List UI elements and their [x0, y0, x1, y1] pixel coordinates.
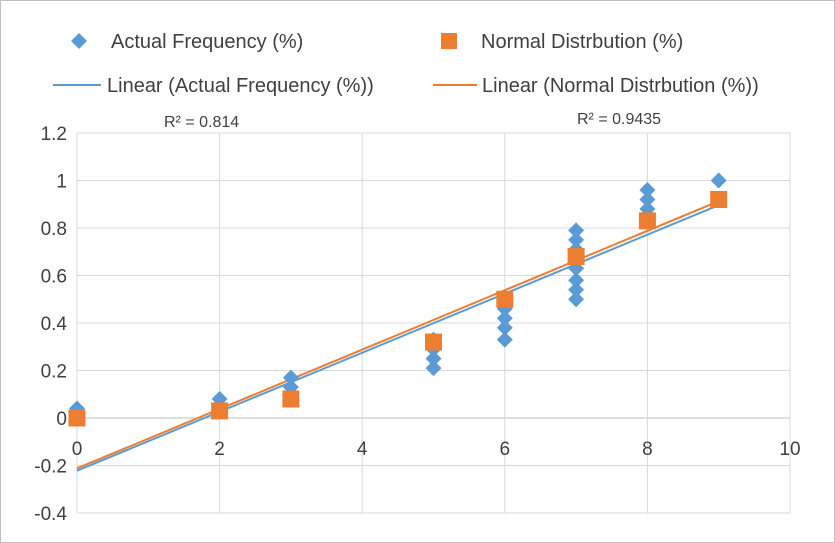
legend-label-linear-normal: Linear (Normal Distrbution (%)) — [482, 75, 759, 97]
y-tick-label: 1 — [56, 172, 67, 193]
point-actual — [496, 319, 513, 336]
y-tick-label: 0 — [56, 409, 67, 430]
legend-item-actual: Actual Frequency (%) — [71, 31, 303, 53]
x-tick-label: 0 — [72, 439, 83, 460]
point-actual — [496, 310, 513, 327]
y-tick-label: -0.4 — [34, 504, 67, 525]
legend-label-normal: Normal Distrbution (%) — [481, 31, 683, 53]
point-actual — [425, 360, 442, 377]
point-actual — [282, 369, 299, 386]
point-actual — [568, 291, 585, 308]
y-tick-label: -0.2 — [34, 457, 67, 478]
y-tick-label: 0.6 — [41, 267, 67, 288]
point-actual — [496, 331, 513, 348]
x-tick-label: 4 — [357, 439, 368, 460]
point-normal — [211, 402, 229, 420]
point-normal — [496, 290, 514, 308]
point-normal — [68, 409, 86, 427]
x-tick-label: 2 — [214, 439, 225, 460]
x-tick-label: 10 — [779, 439, 800, 460]
r2-label-actual: R² = 0.814 — [164, 114, 239, 131]
y-tick-label: 1.2 — [41, 124, 67, 145]
point-actual — [568, 272, 585, 289]
tick-labels: -0.4-0.200.20.40.60.811.20 2 4 6 8 10 — [34, 124, 800, 525]
trendline-actual — [76, 204, 720, 472]
legend-marker-normal — [441, 33, 457, 49]
point-normal — [710, 191, 728, 208]
point-normal — [638, 212, 656, 230]
point-normal — [567, 248, 585, 265]
point-actual — [639, 182, 656, 198]
legend: Actual Frequency (%) Normal Distrbution … — [53, 31, 759, 97]
y-tick-label: 0.8 — [41, 219, 67, 240]
y-tick-label: 0.2 — [41, 362, 67, 383]
legend-label-actual: Actual Frequency (%) — [111, 31, 303, 53]
trendlines — [76, 200, 720, 472]
trendline-normal — [76, 200, 720, 470]
legend-item-linear-actual: Linear (Actual Frequency (%)) — [53, 75, 374, 97]
legend-item-normal: Normal Distrbution (%) — [441, 31, 683, 53]
point-actual — [568, 222, 585, 239]
x-tick-label: 6 — [500, 439, 511, 460]
point-actual — [568, 281, 585, 298]
point-normal — [282, 390, 300, 408]
r2-label-normal: R² = 0.9435 — [577, 111, 661, 128]
point-actual — [710, 172, 727, 189]
point-actual — [639, 191, 656, 208]
legend-label-linear-actual: Linear (Actual Frequency (%)) — [107, 75, 374, 97]
legend-item-linear-normal: Linear (Normal Distrbution (%)) — [433, 75, 759, 97]
data-points — [68, 172, 728, 427]
x-tick-label: 8 — [642, 439, 653, 460]
point-actual — [568, 231, 585, 248]
y-tick-label: 0.4 — [41, 314, 68, 335]
point-actual — [425, 350, 442, 367]
legend-marker-actual — [71, 33, 87, 49]
point-normal — [425, 333, 442, 351]
